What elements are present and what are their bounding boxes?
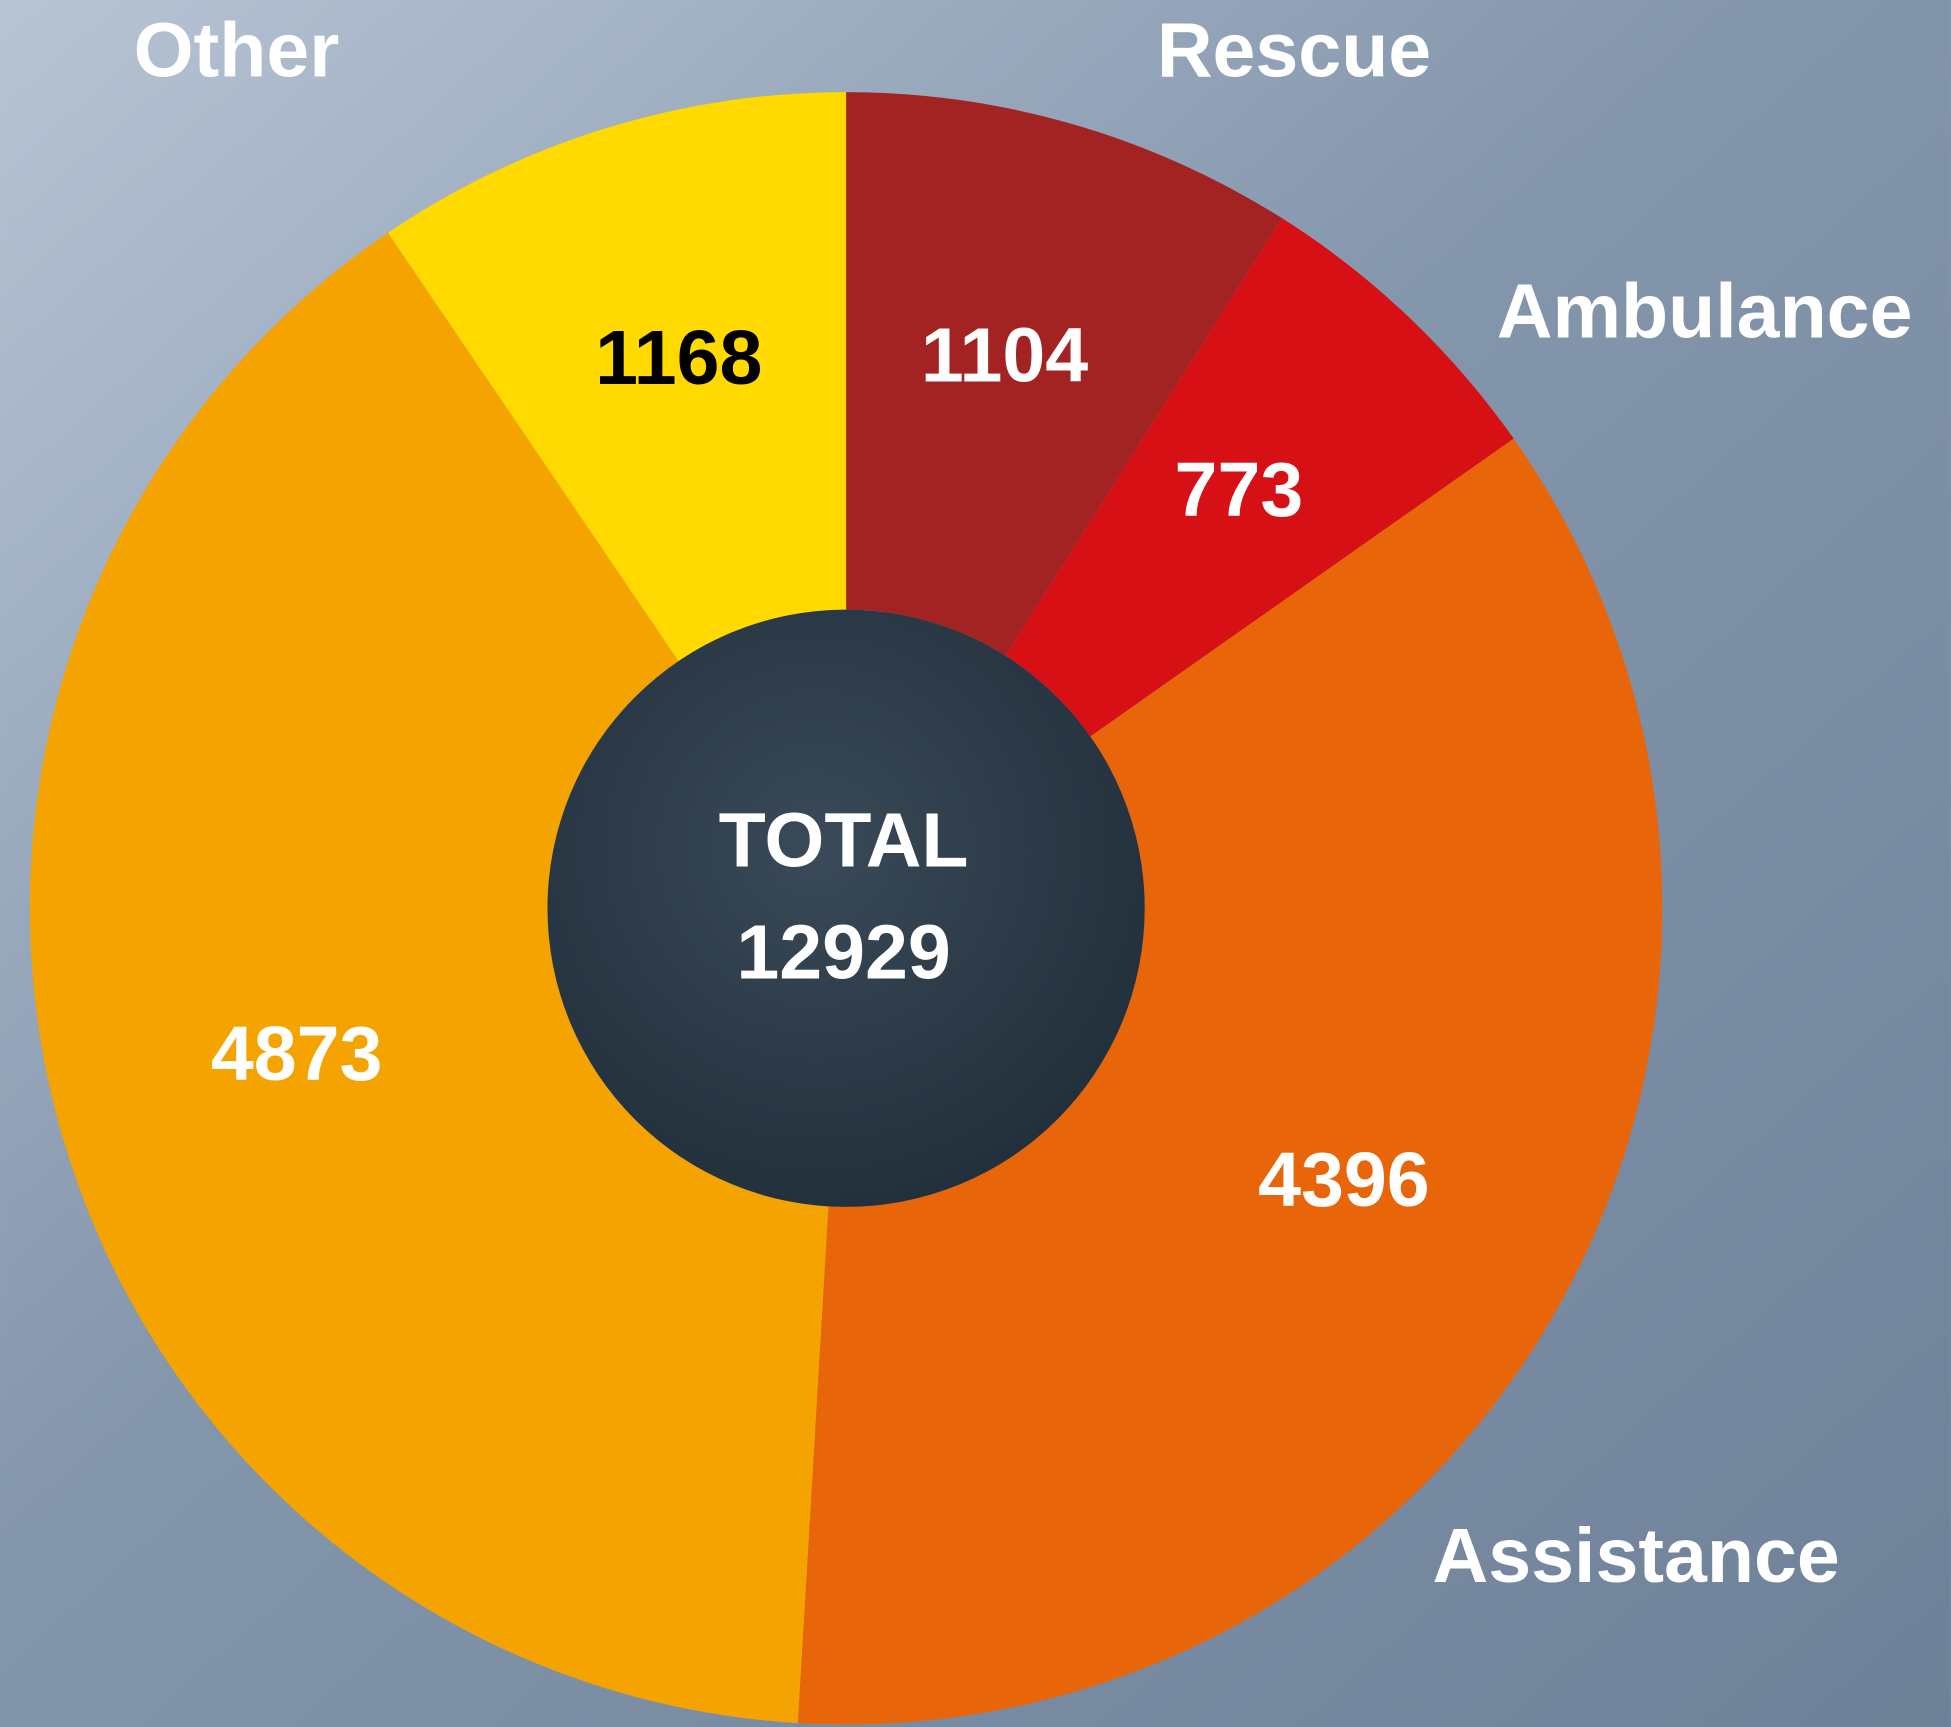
center-label: TOTAL [719, 797, 969, 883]
value-label: 773 [1175, 447, 1304, 533]
category-label: Ambulance [1497, 269, 1913, 355]
category-label: Assistance [1433, 1513, 1840, 1599]
donut-hole [547, 610, 1144, 1207]
category-label: Other [134, 7, 340, 93]
value-label: 1104 [921, 312, 1088, 398]
page: 1104 Rescue 773 Ambulance 4396 Assistance 4873… [0, 0, 1951, 1727]
value-label: 4396 [1258, 1137, 1430, 1223]
center-total: 12929 [736, 909, 950, 995]
chart: 1104 Rescue 773 Ambulance 4396 Assistance 4873… [0, 0, 1951, 1727]
value-label: 1168 [595, 315, 762, 401]
category-label: Rescue [1157, 7, 1431, 93]
value-label: 4873 [211, 1011, 383, 1097]
